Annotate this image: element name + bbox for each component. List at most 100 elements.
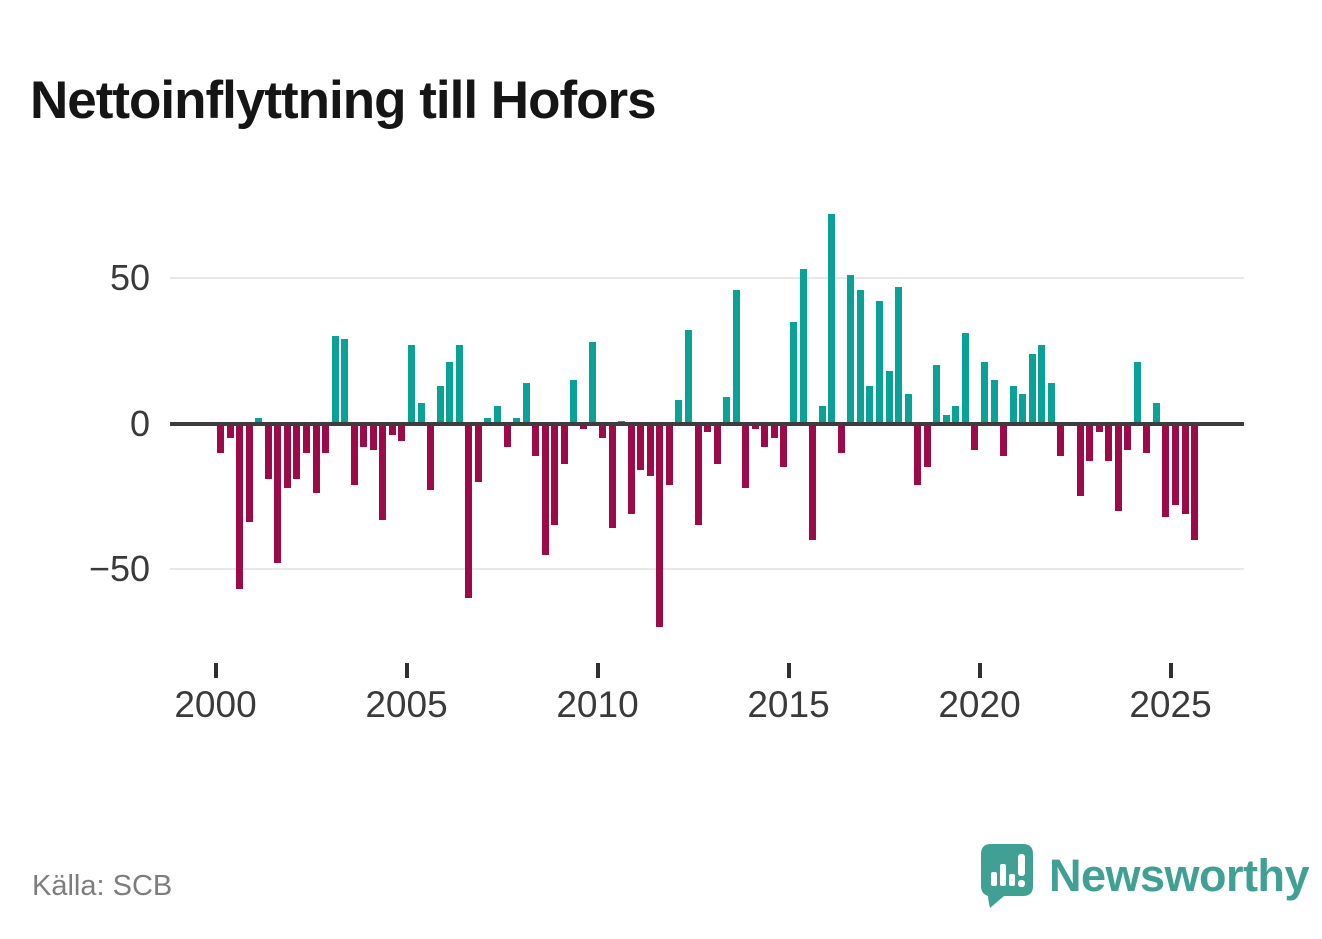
bar-2004-Q4 — [398, 423, 406, 441]
bar-2024-Q4 — [1162, 423, 1170, 517]
bar-2016-Q3 — [847, 275, 855, 424]
bar-2012-Q2 — [684, 330, 692, 424]
bar-2000-Q2 — [226, 423, 234, 439]
bar-2005-Q2 — [417, 403, 425, 424]
x-axis-tick-2020 — [977, 663, 982, 678]
bar-2011-Q2 — [646, 423, 654, 476]
bar-2024-Q1 — [1133, 362, 1141, 424]
bar-2023-Q2 — [1105, 423, 1113, 462]
bar-2001-Q3 — [274, 423, 282, 564]
bar-2004-Q3 — [388, 423, 396, 436]
bar-2017-Q3 — [885, 371, 893, 424]
bar-2001-Q2 — [264, 423, 272, 479]
zero-axis-line — [170, 421, 1244, 426]
bar-2008-Q1 — [522, 382, 530, 424]
bar-2010-Q2 — [608, 423, 616, 529]
bar-2011-Q4 — [665, 423, 673, 485]
bar-2022-Q1 — [1057, 423, 1065, 456]
bar-2018-Q2 — [914, 423, 922, 485]
bar-2006-Q4 — [474, 423, 482, 482]
bar-2009-Q4 — [589, 342, 597, 424]
x-axis-tick-2015 — [786, 663, 791, 678]
bar-2002-Q2 — [302, 423, 310, 453]
bar-2009-Q3 — [579, 423, 587, 430]
newsworthy-logo: Newsworthy — [980, 843, 1310, 909]
bar-2003-Q3 — [350, 423, 358, 485]
bar-2002-Q1 — [293, 423, 301, 479]
bar-2020-Q3 — [1000, 423, 1008, 456]
x-axis-tick-2005 — [404, 663, 409, 678]
bar-2001-Q4 — [283, 423, 291, 488]
bar-2005-Q3 — [427, 423, 435, 491]
bar-2014-Q3 — [770, 423, 778, 439]
bar-2005-Q1 — [408, 344, 415, 424]
bar-2009-Q2 — [570, 379, 578, 424]
bar-2025-Q2 — [1181, 423, 1189, 514]
newsworthy-wordmark: Newsworthy — [1049, 850, 1310, 901]
bar-2003-Q2 — [341, 339, 349, 424]
x-axis-label-2005: 2005 — [365, 684, 448, 725]
bar-2024-Q3 — [1152, 403, 1160, 424]
x-axis-tick-2025 — [1168, 663, 1173, 678]
bar-2000-Q3 — [236, 423, 244, 590]
bar-2013-Q1 — [713, 423, 721, 465]
bar-2002-Q4 — [322, 423, 330, 453]
bar-2013-Q3 — [732, 289, 740, 424]
bar-2007-Q3 — [503, 423, 511, 447]
bar-2019-Q2 — [952, 406, 960, 424]
bar-2025-Q1 — [1172, 423, 1179, 505]
bar-2016-Q1 — [828, 214, 836, 424]
bar-2003-Q4 — [360, 423, 368, 447]
gridline-50 — [170, 277, 1244, 279]
bar-2008-Q3 — [541, 423, 549, 555]
bar-2021-Q4 — [1047, 382, 1055, 424]
bar-2003-Q1 — [331, 336, 339, 424]
bar-2022-Q4 — [1086, 423, 1094, 462]
bar-2020-Q2 — [990, 379, 998, 424]
bar-2023-Q4 — [1124, 423, 1132, 450]
x-axis-label-2010: 2010 — [556, 684, 639, 725]
y-axis-label-0: 0 — [129, 402, 150, 444]
y-axis-label-50: 50 — [109, 257, 150, 298]
bar-2024-Q2 — [1143, 423, 1151, 453]
bar-2020-Q1 — [981, 362, 988, 424]
bar-2021-Q1 — [1019, 394, 1027, 424]
bar-2015-Q2 — [799, 269, 807, 424]
bar-2004-Q1 — [369, 423, 377, 450]
x-axis-label-2015: 2015 — [747, 684, 830, 725]
bar-2025-Q3 — [1191, 423, 1199, 540]
bar-2008-Q2 — [532, 423, 540, 456]
bar-2012-Q4 — [704, 423, 712, 433]
bar-2013-Q4 — [742, 423, 750, 488]
bar-2004-Q2 — [379, 423, 387, 520]
bar-2021-Q2 — [1028, 353, 1036, 424]
bar-2018-Q3 — [923, 423, 931, 468]
bar-2014-Q4 — [780, 423, 788, 468]
bar-2006-Q3 — [465, 423, 473, 599]
bar-2017-Q1 — [866, 385, 874, 424]
gridline--50 — [170, 568, 1244, 570]
bar-2007-Q4 — [513, 417, 521, 424]
x-axis-label-2020: 2020 — [938, 684, 1021, 725]
bar-2010-Q4 — [627, 423, 635, 514]
bar-2008-Q4 — [551, 423, 559, 526]
bar-2013-Q2 — [723, 397, 731, 424]
bar-2000-Q1 — [217, 423, 224, 453]
bar-2019-Q1 — [942, 414, 950, 424]
bar-2019-Q4 — [971, 423, 979, 450]
bar-2015-Q3 — [809, 423, 817, 540]
bar-2021-Q3 — [1038, 344, 1046, 424]
bar-2014-Q1 — [751, 423, 759, 430]
bar-2020-Q4 — [1009, 385, 1017, 424]
x-axis-label-2000: 2000 — [174, 684, 257, 725]
bar-2009-Q1 — [560, 423, 568, 465]
bar-2012-Q3 — [694, 423, 702, 526]
bar-2019-Q3 — [961, 333, 969, 424]
bar-2011-Q1 — [637, 423, 645, 471]
x-axis-tick-2000 — [213, 663, 218, 678]
bar-2015-Q1 — [790, 321, 797, 424]
bar-2022-Q3 — [1076, 423, 1084, 497]
chart-title: Nettoinflyttning till Hofors — [30, 70, 657, 130]
bar-2006-Q2 — [455, 344, 463, 424]
